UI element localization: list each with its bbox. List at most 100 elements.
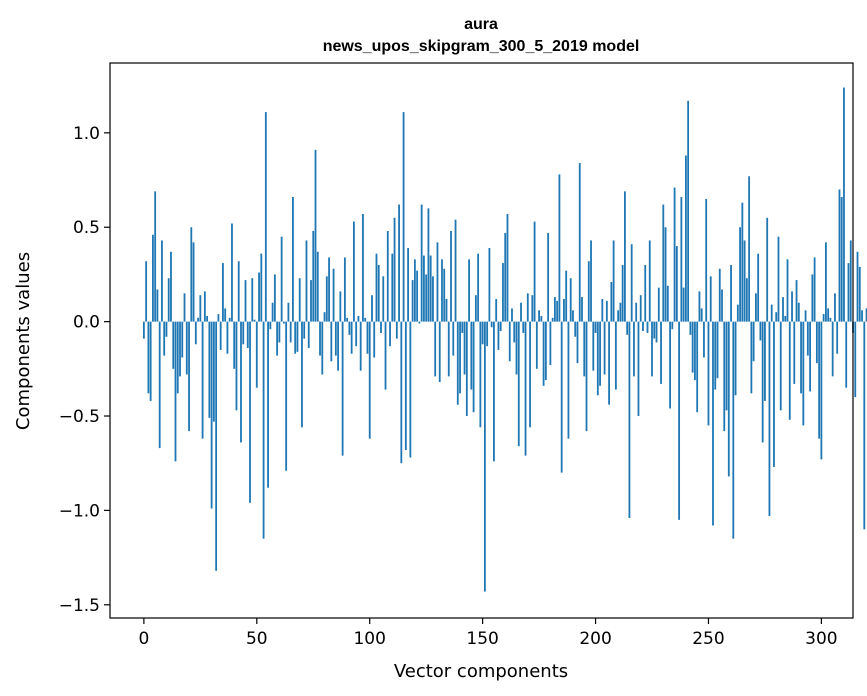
y-axis-ticks: −1.5 −1.0 −0.5 0.0 0.5 1.0 — [59, 124, 110, 616]
bar-164 — [513, 321, 516, 343]
bar-95 — [357, 315, 360, 322]
bar-102 — [373, 321, 376, 358]
bar-124 — [423, 255, 425, 322]
bar-261 — [732, 321, 735, 539]
bar-231 — [664, 227, 667, 322]
bar-224 — [648, 240, 651, 322]
bar-270 — [752, 321, 755, 362]
bar-26 — [201, 321, 204, 439]
bar-246 — [698, 291, 701, 322]
bar-184 — [558, 174, 561, 322]
bar-154 — [490, 321, 493, 328]
bar-222 — [644, 264, 647, 322]
bar-3 — [149, 321, 152, 401]
bar-40 — [233, 321, 236, 369]
bar-109 — [389, 321, 391, 347]
bar-107 — [384, 321, 387, 390]
bar-161 — [506, 214, 509, 322]
bar-292 — [802, 321, 805, 426]
bar-143 — [465, 321, 468, 417]
bar-272 — [757, 253, 760, 322]
bar-6 — [156, 289, 159, 322]
bar-192 — [576, 321, 579, 364]
bar-168 — [522, 321, 525, 333]
bar-66 — [292, 197, 294, 322]
bar-301 — [822, 314, 825, 322]
bar-218 — [635, 302, 638, 322]
bar-134 — [445, 298, 448, 322]
bar-28 — [206, 315, 209, 322]
bar-51 — [258, 272, 260, 322]
bar-223 — [646, 321, 649, 333]
bar-198 — [590, 240, 592, 322]
bar-73 — [307, 321, 310, 349]
bar-212 — [621, 264, 624, 322]
bar-19 — [185, 321, 188, 375]
bar-303 — [827, 308, 830, 322]
bar-15 — [176, 321, 179, 394]
bar-7 — [158, 321, 161, 449]
bar-76 — [314, 149, 317, 322]
bar-123 — [420, 204, 423, 322]
bar-146 — [472, 321, 475, 413]
bar-305 — [831, 321, 834, 377]
bar-299 — [818, 321, 821, 439]
bar-250 — [707, 321, 710, 426]
bar-311 — [845, 321, 848, 388]
bar-288 — [793, 321, 796, 384]
bar-74 — [310, 280, 312, 322]
bar-207 — [610, 281, 613, 322]
x-tick-label: 250 — [692, 629, 724, 649]
bar-139 — [456, 321, 459, 405]
bar-103 — [375, 253, 378, 322]
bar-54 — [264, 112, 267, 322]
bar-130 — [436, 242, 439, 322]
bar-258 — [725, 321, 728, 411]
bar-31 — [212, 321, 215, 422]
bar-298 — [815, 321, 818, 364]
x-tick-label: 0 — [138, 629, 149, 649]
bar-210 — [617, 310, 620, 322]
bar-196 — [585, 321, 588, 432]
bar-260 — [730, 264, 732, 322]
bar-14 — [174, 321, 177, 462]
bar-21 — [190, 227, 193, 322]
bar-188 — [567, 321, 570, 439]
bar-77 — [316, 251, 319, 322]
bar-70 — [301, 321, 303, 428]
bar-56 — [269, 321, 272, 330]
bar-316 — [856, 251, 859, 322]
bar-183 — [556, 300, 559, 322]
bar-98 — [364, 317, 367, 322]
x-tick-label: 100 — [353, 629, 385, 649]
bar-289 — [795, 280, 798, 322]
bar-219 — [637, 321, 640, 417]
bar-145 — [470, 321, 473, 390]
bar-189 — [569, 278, 572, 322]
bar-148 — [477, 253, 480, 322]
bar-296 — [811, 274, 814, 322]
bar-120 — [413, 259, 416, 322]
bar-249 — [705, 198, 708, 322]
bar-59 — [276, 321, 279, 356]
bar-87 — [339, 291, 342, 322]
bar-308 — [838, 189, 841, 322]
bar-209 — [614, 321, 617, 390]
bar-221 — [642, 321, 644, 332]
bar-282 — [779, 321, 782, 411]
y-tick-label: −0.5 — [59, 407, 100, 427]
bar-294 — [806, 321, 809, 356]
bar-100 — [368, 321, 371, 439]
bar-240 — [684, 155, 687, 322]
bar-84 — [332, 268, 335, 322]
bar-208 — [612, 240, 615, 322]
bar-175 — [538, 310, 540, 322]
bar-131 — [438, 321, 441, 383]
bar-25 — [199, 295, 202, 322]
bar-291 — [800, 321, 802, 394]
bar-55 — [267, 321, 269, 488]
bar-220 — [639, 295, 642, 322]
plot-frame — [109, 62, 854, 619]
bar-11 — [167, 278, 170, 322]
bar-159 — [502, 263, 504, 322]
